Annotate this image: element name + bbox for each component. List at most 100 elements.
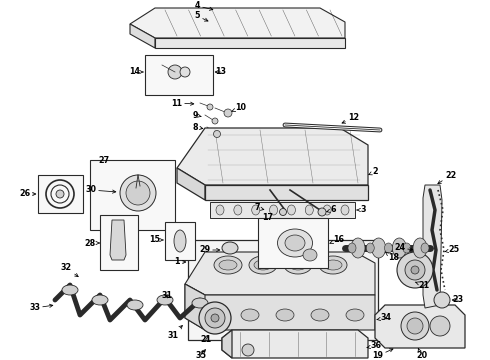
Ellipse shape	[92, 295, 108, 305]
Polygon shape	[222, 330, 368, 358]
Circle shape	[211, 314, 219, 322]
Polygon shape	[155, 38, 345, 48]
Text: 15: 15	[149, 235, 163, 244]
Circle shape	[430, 316, 450, 336]
Polygon shape	[177, 128, 368, 185]
Ellipse shape	[222, 242, 238, 254]
Circle shape	[407, 318, 423, 334]
Bar	[165, 222, 195, 260]
Text: 22: 22	[438, 171, 456, 184]
Text: 34: 34	[377, 314, 391, 323]
Ellipse shape	[157, 295, 173, 305]
Text: 31: 31	[161, 291, 172, 300]
Circle shape	[405, 260, 425, 280]
Polygon shape	[110, 220, 126, 260]
Text: 14: 14	[129, 68, 143, 77]
Text: 36: 36	[367, 342, 381, 351]
Text: 18: 18	[385, 252, 399, 262]
Ellipse shape	[276, 309, 294, 321]
Text: 17: 17	[262, 213, 273, 222]
Circle shape	[242, 344, 254, 356]
Bar	[100, 215, 138, 270]
Polygon shape	[185, 252, 375, 295]
Circle shape	[318, 208, 326, 216]
Circle shape	[207, 104, 213, 110]
Text: 20: 20	[416, 348, 427, 360]
Polygon shape	[130, 8, 345, 38]
Circle shape	[214, 130, 220, 138]
Text: 10: 10	[232, 104, 246, 112]
Ellipse shape	[403, 243, 411, 253]
Ellipse shape	[249, 256, 277, 274]
Text: 31: 31	[167, 325, 182, 339]
Ellipse shape	[289, 260, 307, 270]
Ellipse shape	[311, 309, 329, 321]
Text: 5: 5	[195, 12, 208, 21]
Text: 26: 26	[19, 189, 36, 198]
Text: 13: 13	[215, 68, 226, 77]
Ellipse shape	[413, 238, 427, 258]
Circle shape	[434, 292, 450, 308]
Text: 21: 21	[200, 336, 211, 345]
Circle shape	[205, 308, 225, 328]
Circle shape	[180, 67, 190, 77]
Text: 11: 11	[171, 99, 194, 108]
Text: 25: 25	[445, 246, 459, 255]
Polygon shape	[210, 202, 355, 218]
Bar	[145, 55, 213, 95]
Ellipse shape	[214, 256, 242, 274]
Circle shape	[224, 109, 232, 117]
Ellipse shape	[366, 243, 374, 253]
Text: 7: 7	[254, 203, 264, 212]
Circle shape	[397, 252, 433, 288]
Text: 23: 23	[452, 296, 463, 305]
Ellipse shape	[174, 230, 186, 252]
Bar	[90, 160, 175, 230]
Text: 3: 3	[357, 206, 366, 215]
Polygon shape	[185, 284, 205, 330]
Bar	[188, 240, 378, 340]
Ellipse shape	[303, 249, 317, 261]
Ellipse shape	[234, 205, 242, 215]
Circle shape	[120, 175, 156, 211]
Text: 29: 29	[199, 246, 220, 255]
Circle shape	[199, 302, 231, 334]
Text: 16: 16	[330, 235, 344, 244]
Ellipse shape	[288, 205, 295, 215]
Text: 21: 21	[415, 280, 429, 289]
Polygon shape	[130, 24, 155, 48]
Text: 8: 8	[193, 122, 203, 131]
Ellipse shape	[241, 309, 259, 321]
Ellipse shape	[324, 260, 342, 270]
Ellipse shape	[219, 260, 237, 270]
Circle shape	[411, 266, 419, 274]
Text: 12: 12	[342, 113, 359, 123]
Circle shape	[56, 190, 64, 198]
Ellipse shape	[277, 229, 313, 257]
Text: 1: 1	[174, 257, 186, 266]
Ellipse shape	[305, 205, 313, 215]
Text: 28: 28	[85, 238, 99, 248]
Ellipse shape	[254, 260, 272, 270]
Ellipse shape	[319, 256, 347, 274]
Ellipse shape	[341, 205, 349, 215]
Ellipse shape	[372, 238, 386, 258]
Text: 27: 27	[98, 156, 109, 165]
Ellipse shape	[270, 205, 277, 215]
Text: 2: 2	[369, 167, 378, 176]
Ellipse shape	[385, 243, 392, 253]
Ellipse shape	[206, 309, 224, 321]
Text: 9: 9	[193, 111, 201, 120]
Ellipse shape	[285, 235, 305, 251]
Text: 24: 24	[394, 243, 413, 252]
Polygon shape	[177, 168, 205, 200]
Polygon shape	[205, 185, 368, 200]
Text: 33: 33	[29, 303, 53, 312]
Circle shape	[279, 208, 287, 216]
Ellipse shape	[351, 238, 365, 258]
Text: 19: 19	[372, 349, 393, 360]
Polygon shape	[185, 284, 375, 330]
Text: 35: 35	[195, 350, 206, 360]
Ellipse shape	[284, 256, 312, 274]
Circle shape	[168, 65, 182, 79]
